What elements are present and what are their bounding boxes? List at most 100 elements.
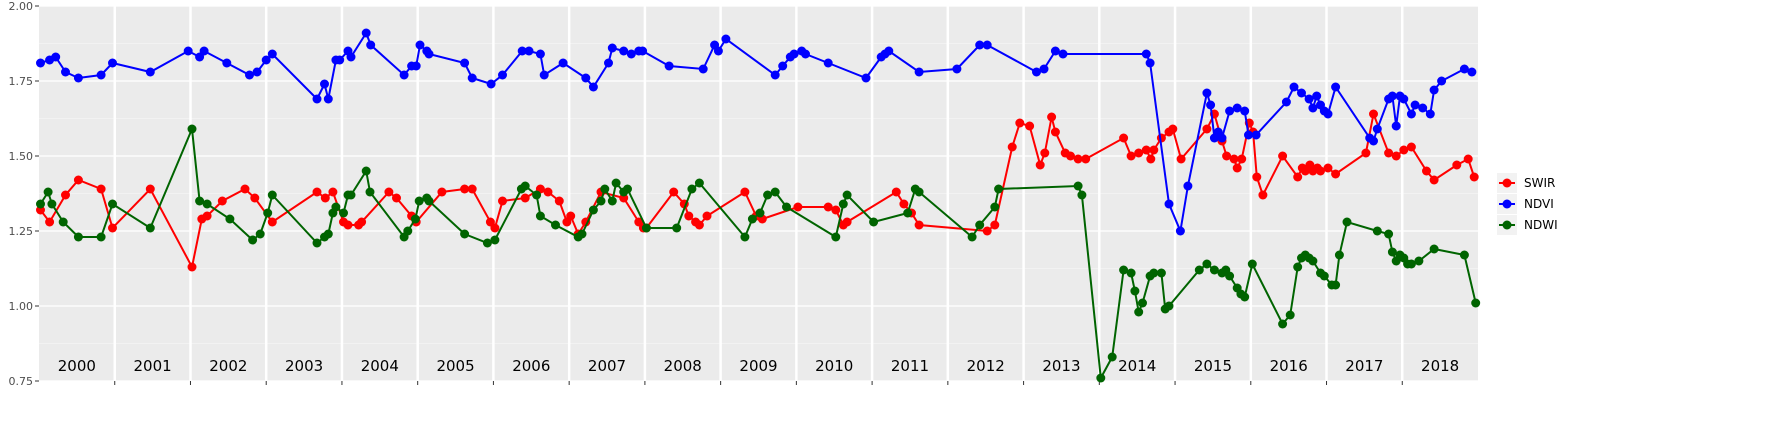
data-point: [611, 178, 621, 188]
data-point: [108, 58, 117, 68]
y-tick-label: 1.25: [9, 225, 34, 238]
year-label: 2003: [285, 357, 323, 375]
data-point: [346, 190, 356, 200]
data-point: [1015, 118, 1025, 128]
data-point: [1217, 133, 1227, 143]
data-point: [490, 223, 500, 233]
data-point: [535, 211, 545, 221]
data-point: [899, 199, 909, 209]
data-point: [410, 214, 420, 224]
data-point: [1035, 160, 1045, 170]
data-point: [1141, 145, 1151, 155]
data-point: [1025, 121, 1035, 131]
data-point: [1237, 154, 1247, 164]
legend-label: NDWI: [1524, 218, 1558, 232]
data-point: [58, 217, 68, 227]
data-point: [755, 208, 765, 218]
data-point: [108, 199, 117, 209]
data-point: [532, 190, 542, 200]
data-point: [994, 184, 1004, 194]
data-point: [1331, 169, 1341, 179]
year-label: 2000: [58, 357, 96, 375]
data-point: [202, 211, 212, 221]
data-point: [1429, 85, 1439, 95]
data-point: [460, 229, 470, 239]
data-point: [1081, 154, 1091, 164]
data-point: [763, 190, 773, 200]
data-point: [721, 34, 731, 44]
data-point: [498, 70, 507, 80]
data-point: [1232, 103, 1242, 113]
data-point: [1459, 250, 1469, 260]
year-label: 2015: [1194, 357, 1232, 375]
y-tick-label: 1.50: [9, 150, 34, 163]
data-point: [1312, 91, 1322, 101]
data-point: [437, 187, 447, 197]
data-point: [328, 187, 338, 197]
y-tick-label: 2.00: [9, 0, 34, 13]
data-point: [460, 58, 470, 68]
data-point: [1316, 166, 1325, 176]
y-tick-label: 0.75: [9, 375, 34, 388]
data-point: [1406, 142, 1416, 152]
data-point: [1244, 130, 1253, 140]
data-point: [1323, 109, 1333, 119]
data-point: [1047, 112, 1057, 122]
data-point: [1278, 319, 1288, 329]
data-point: [1293, 172, 1303, 182]
data-point: [838, 199, 848, 209]
data-point: [694, 178, 704, 188]
data-point: [145, 223, 155, 233]
data-point: [320, 193, 330, 203]
data-point: [312, 94, 322, 104]
data-point: [414, 196, 424, 206]
data-point: [323, 229, 333, 239]
legend: SWIR NDVI NDWI: [1497, 173, 1558, 235]
year-label: 2006: [512, 357, 550, 375]
data-point: [1149, 268, 1159, 278]
data-point: [1459, 64, 1469, 74]
year-labels: 2000 2001 2002 2003 2004 2005 2006 2007 2008 2009…: [58, 357, 1459, 375]
data-point: [698, 64, 708, 74]
data-point: [1281, 97, 1291, 107]
data-point: [245, 70, 254, 80]
data-point: [1323, 163, 1333, 173]
data-point: [982, 226, 992, 236]
data-point: [1406, 259, 1416, 269]
data-point: [588, 205, 598, 215]
data-point: [604, 58, 613, 68]
data-point: [1331, 82, 1341, 92]
legend-label: SWIR: [1524, 176, 1555, 190]
data-point: [1297, 88, 1306, 98]
data-point: [641, 223, 651, 233]
year-label: 2018: [1421, 357, 1459, 375]
data-point: [914, 67, 924, 77]
year-label: 2012: [967, 357, 1005, 375]
data-point: [1251, 130, 1261, 140]
data-point: [255, 229, 265, 239]
data-point: [1119, 265, 1129, 275]
data-point: [1285, 310, 1295, 320]
data-point: [952, 64, 962, 74]
data-point: [1176, 154, 1186, 164]
data-point: [566, 211, 576, 221]
data-point: [520, 181, 530, 191]
data-point: [1278, 151, 1288, 161]
year-label: 2004: [361, 357, 399, 375]
data-point: [1168, 124, 1178, 134]
data-point: [1202, 124, 1212, 134]
data-point: [1209, 265, 1219, 275]
data-point: [498, 196, 507, 206]
data-point: [61, 67, 70, 77]
data-point: [520, 193, 530, 203]
data-point: [638, 46, 648, 56]
data-point: [869, 217, 879, 227]
data-point: [323, 94, 333, 104]
data-point: [1073, 181, 1083, 191]
data-point: [623, 184, 632, 194]
data-point: [914, 220, 924, 230]
data-point: [1304, 94, 1314, 104]
data-point: [842, 190, 852, 200]
data-point: [225, 214, 235, 224]
data-point: [73, 232, 83, 242]
